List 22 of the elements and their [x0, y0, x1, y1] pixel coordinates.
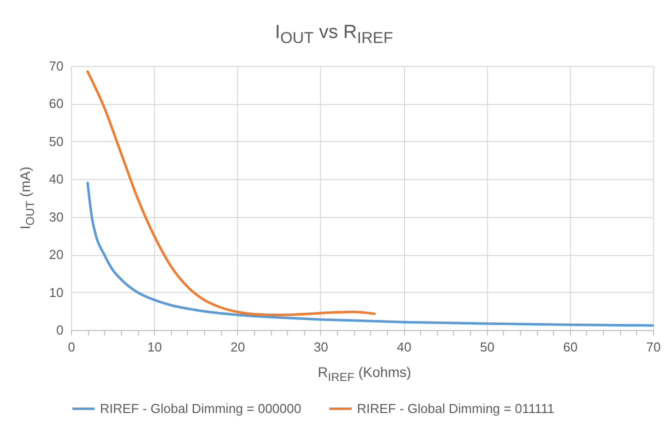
legend-label: RIREF - Global Dimming = 000000: [100, 400, 302, 416]
x-tick-label: 30: [314, 340, 328, 354]
x-tick-label: 70: [646, 340, 661, 354]
y-tick-label: 0: [56, 322, 64, 338]
x-axis-title: R$_{IREF}$ (Kohms): [316, 364, 412, 384]
y-tick-label: 30: [49, 209, 64, 224]
y-tick-label: 60: [49, 96, 64, 112]
y-tick-label: 70: [49, 58, 64, 74]
x-tick-label: 40: [396, 340, 412, 354]
legend-label: RIREF - Global Dimming = 011111: [357, 400, 554, 416]
y-tick-label: 20: [49, 247, 64, 262]
y-tick-label: 10: [49, 284, 64, 300]
line-series: [86, 70, 376, 316]
chart-title: I$_{OUT}$ vs R$_{IREF}$: [274, 22, 394, 48]
x-tick-label: 50: [480, 340, 494, 354]
line-series: [86, 182, 654, 327]
x-tick-label: 10: [147, 340, 162, 354]
x-tick-label: 60: [563, 340, 578, 354]
y-tick-label: 40: [49, 172, 64, 187]
x-tick-label: 20: [230, 340, 246, 354]
x-tick-label: 0: [68, 340, 76, 354]
y-tick-label: 50: [49, 134, 64, 149]
